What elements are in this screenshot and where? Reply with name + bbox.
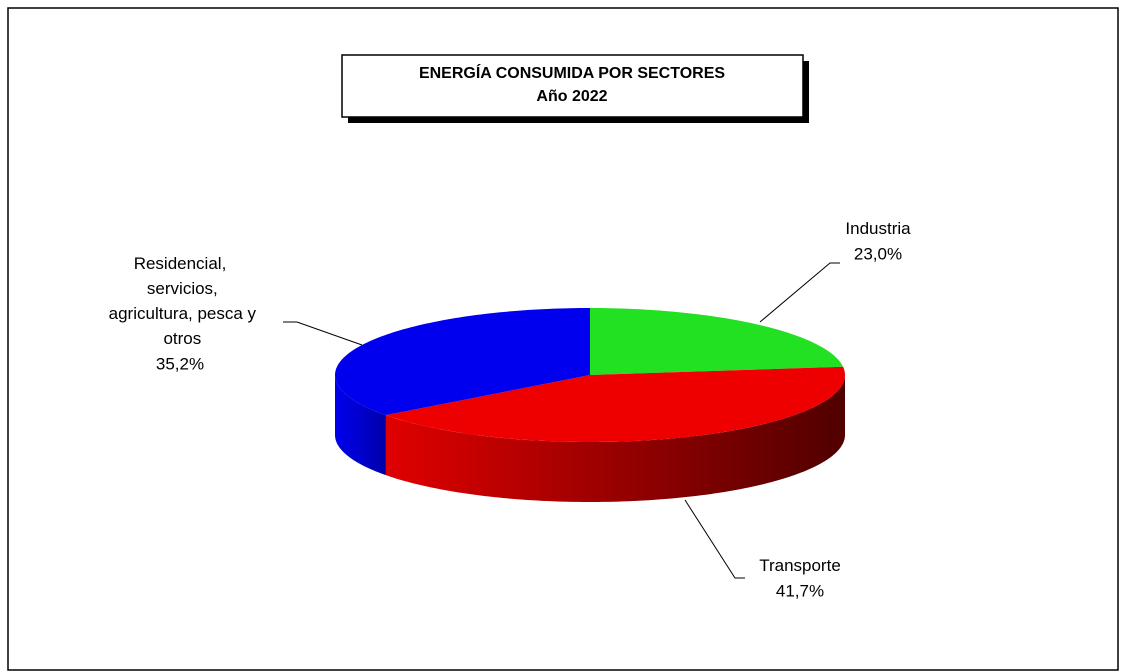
category-label: Residencial, servicios, agricultura, pes… [104,254,257,348]
chart-title: ENERGÍA CONSUMIDA POR SECTORES [419,63,725,82]
value-label: 23,0% [854,244,902,263]
value-label: 41,7% [776,581,824,600]
category-label: Transporte [759,556,841,575]
leader-line [283,321,363,346]
leader-line [684,499,745,579]
slice [590,308,844,375]
leader-line [759,262,840,323]
category-label: Industria [845,219,911,238]
slice [335,308,590,416]
slice [385,366,845,442]
value-label: 35,2% [156,354,204,373]
chart-subtitle: Año 2022 [536,88,607,105]
title-box [341,54,804,118]
slice-side [335,375,386,476]
slice-side [385,375,845,502]
